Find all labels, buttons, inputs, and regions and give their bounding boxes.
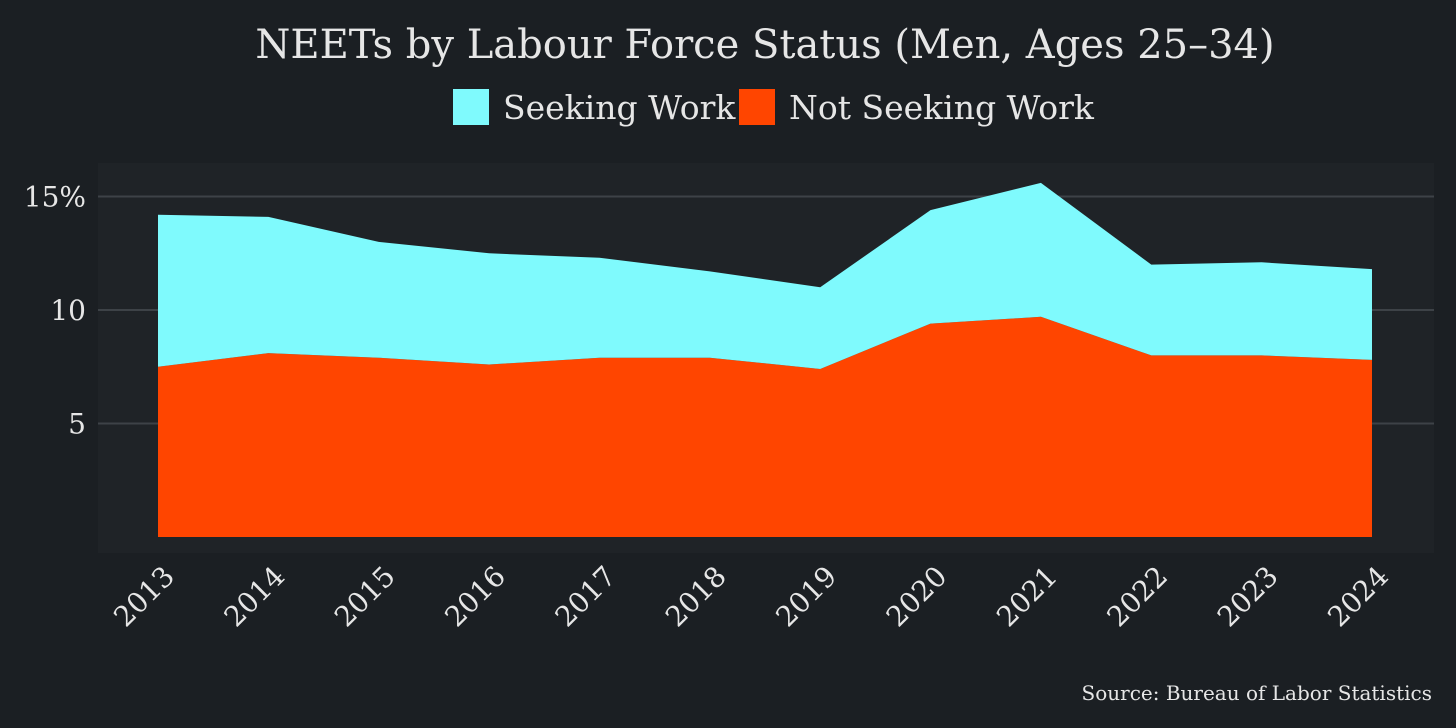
x-tick-label: 2014: [218, 560, 292, 634]
x-tick-label: 2015: [328, 560, 402, 634]
y-tick-label: 5: [68, 408, 86, 441]
legend: Seeking Work Not Seeking Work: [453, 88, 1095, 127]
legend-swatch-not-seeking-work: [739, 89, 775, 125]
x-tick-label: 2016: [438, 560, 512, 634]
source-note: Source: Bureau of Labor Statistics: [1082, 681, 1432, 705]
chart-title: NEETs by Labour Force Status (Men, Ages …: [255, 22, 1274, 68]
area-not-seeking-work: [158, 316, 1372, 537]
legend-label-not-seeking-work: Not Seeking Work: [789, 88, 1095, 127]
x-tick-label: 2024: [1321, 560, 1395, 634]
y-axis-ticks: 5 10 15%: [24, 181, 86, 441]
area-series: [158, 182, 1372, 537]
y-tick-label: 10: [50, 294, 86, 327]
legend-label-seeking-work: Seeking Work: [503, 88, 736, 127]
y-tick-label: 15%: [24, 181, 86, 214]
x-axis-ticks: 2013 2014 2015 2016 2017 2018 2019 2020 2021 2022…: [107, 560, 1395, 634]
x-tick-label: 2017: [549, 560, 623, 634]
x-tick-label: 2013: [107, 560, 181, 634]
x-tick-label: 2020: [880, 560, 954, 634]
x-tick-label: 2023: [1211, 560, 1285, 634]
x-tick-label: 2019: [769, 560, 843, 634]
x-tick-label: 2022: [1100, 560, 1174, 634]
x-tick-label: 2021: [990, 560, 1064, 634]
x-tick-label: 2018: [659, 560, 733, 634]
area-seeking-work: [158, 182, 1372, 369]
legend-swatch-seeking-work: [453, 89, 489, 125]
